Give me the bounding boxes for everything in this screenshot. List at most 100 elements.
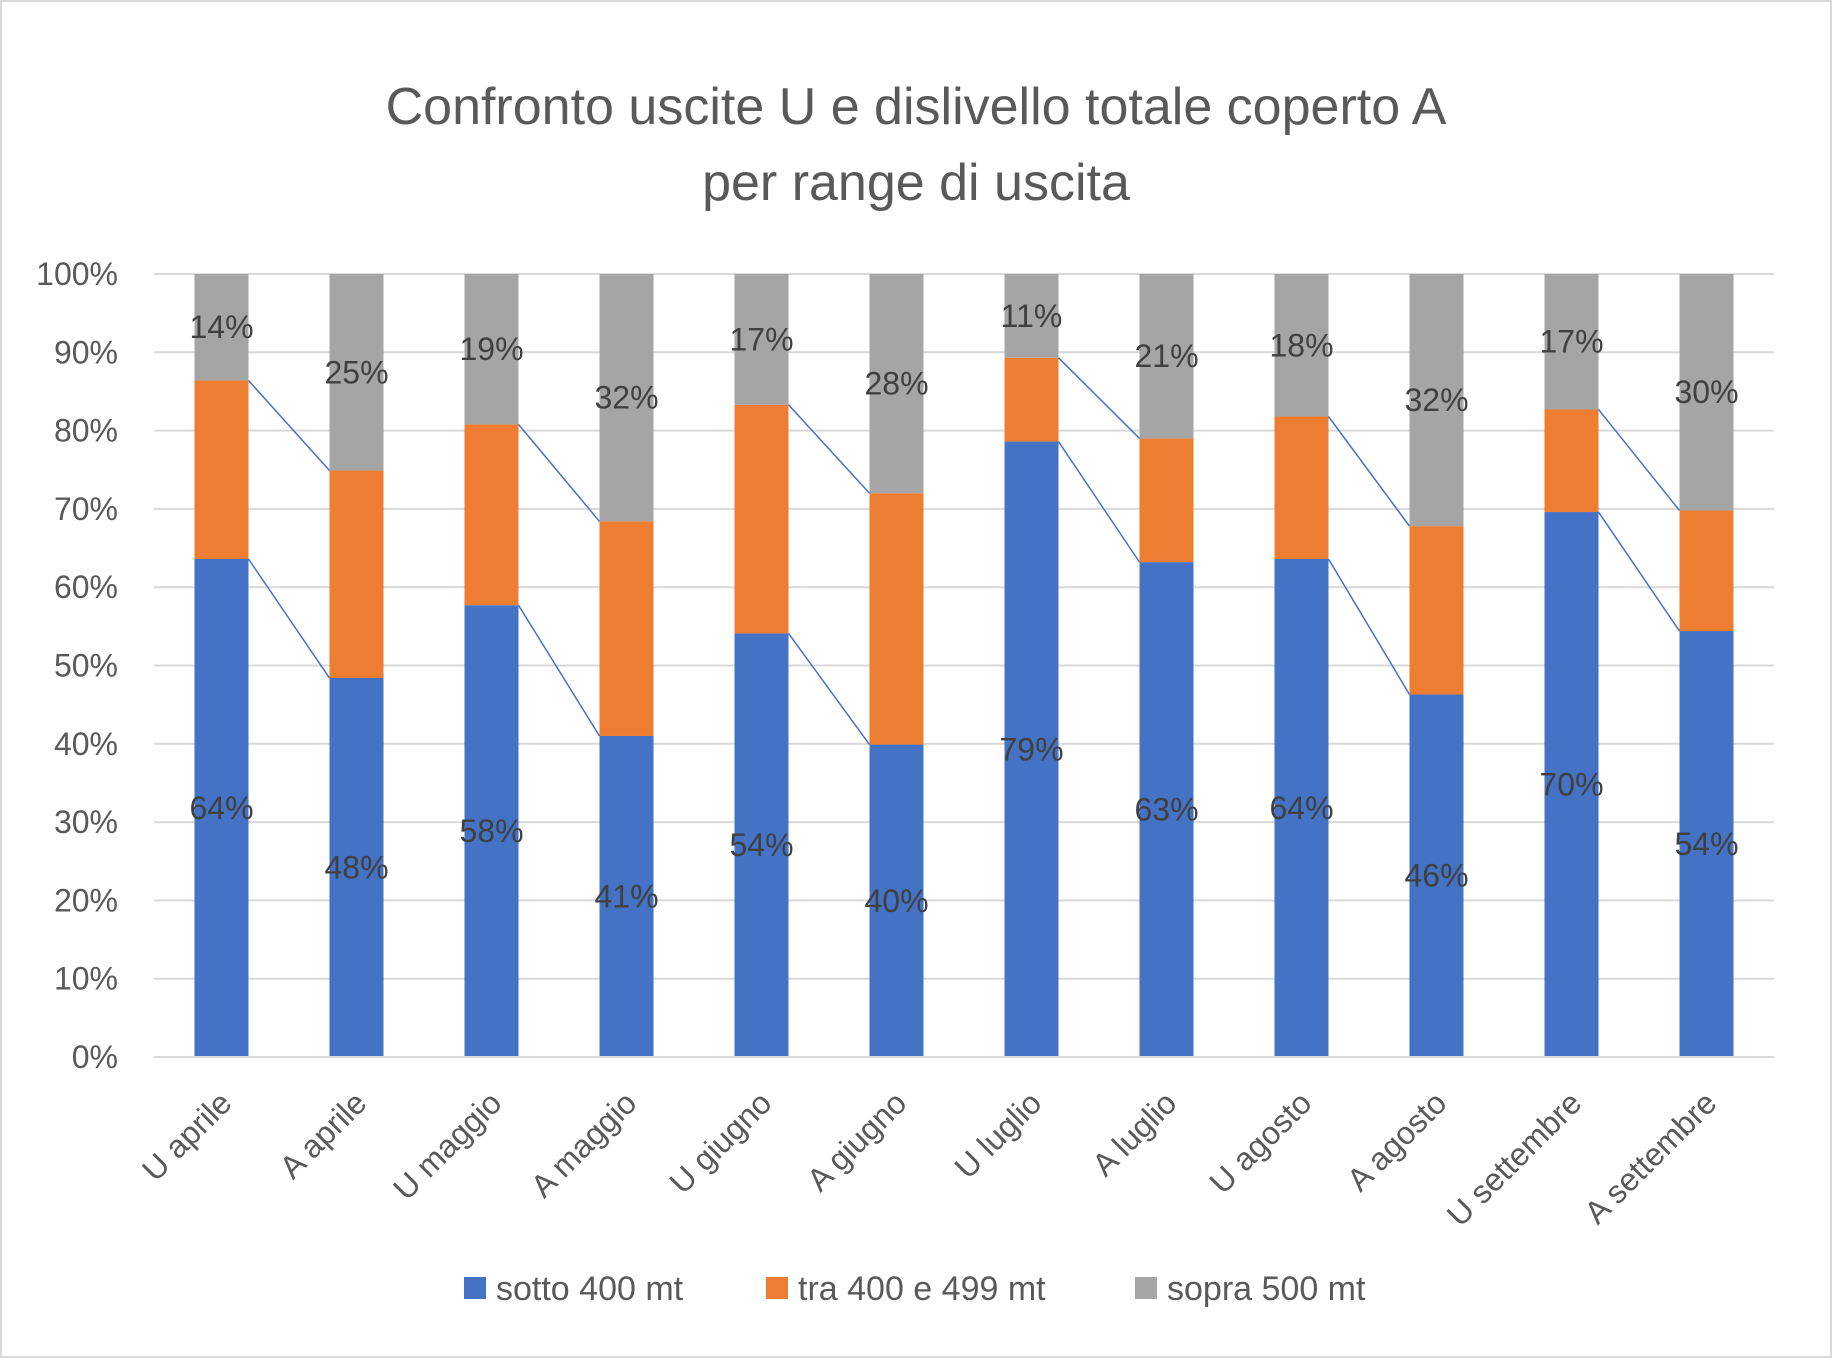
x-tick-label: A agosto: [1340, 1084, 1454, 1198]
y-tick-label: 0%: [72, 1039, 118, 1075]
legend-swatch: [766, 1277, 788, 1299]
bar-segment: [869, 493, 924, 745]
bar-segment: [1409, 526, 1464, 695]
series-line: [517, 604, 601, 737]
series-line: [517, 423, 601, 522]
series-lines: [247, 357, 1681, 746]
legend-swatch: [464, 1277, 486, 1299]
series-line: [247, 379, 331, 472]
bar-segment: [599, 274, 654, 522]
series-line: [1327, 416, 1411, 527]
series-line: [247, 558, 331, 679]
series-line: [1057, 441, 1141, 563]
data-label: 14%: [189, 309, 253, 345]
data-label: 63%: [1134, 792, 1198, 828]
bar-segment: [1004, 274, 1059, 358]
data-label: 54%: [729, 827, 793, 863]
legend-swatch: [1135, 1277, 1157, 1299]
bar-segment: [734, 633, 789, 1057]
bar-segment: [599, 521, 654, 736]
data-label: 17%: [1539, 324, 1603, 360]
chart-title-line-2: per range di uscita: [702, 154, 1130, 212]
bar-segment: [329, 470, 384, 679]
bars: [194, 274, 1734, 1057]
bar-segment: [599, 735, 654, 1057]
y-tick-label: 40%: [54, 726, 118, 762]
data-label: 25%: [324, 354, 388, 390]
bar-segment: [1544, 274, 1599, 410]
data-label: 54%: [1674, 826, 1738, 862]
data-labels: 64% 48% 58% 41% 54% 40% 79% 63% 64% 46% 70% 54% 14% 2…: [189, 298, 1738, 919]
x-tick-label: A maggio: [524, 1084, 644, 1204]
x-tick-label: U aprile: [135, 1084, 238, 1187]
legend-label: sopra 500 mt: [1167, 1270, 1366, 1308]
series-line: [1057, 357, 1141, 439]
y-tick-label: 20%: [54, 882, 118, 918]
bar-segment: [734, 274, 789, 405]
data-label: 79%: [999, 731, 1063, 767]
x-tick-label: A aprile: [273, 1084, 374, 1185]
bar-segment: [1409, 274, 1464, 527]
x-tick-label: A luglio: [1085, 1084, 1183, 1182]
data-label: 28%: [864, 366, 928, 402]
bar-segment: [1679, 510, 1734, 632]
y-tick-label: 90%: [54, 334, 118, 370]
series-line: [1327, 558, 1411, 695]
x-axis: U aprile A aprile U maggio A maggio U giugno…: [135, 1056, 1774, 1233]
series-line: [787, 632, 871, 746]
data-label: 19%: [459, 331, 523, 367]
x-tick-label: U luglio: [948, 1084, 1049, 1185]
y-tick-label: 100%: [36, 256, 118, 292]
series-line: [787, 404, 871, 494]
y-tick-label: 10%: [54, 961, 118, 997]
data-label: 32%: [594, 380, 658, 416]
legend-label: sotto 400 mt: [496, 1270, 684, 1308]
y-tick-label: 60%: [54, 569, 118, 605]
bar-segment: [464, 605, 519, 1057]
bar-segment: [1004, 441, 1059, 1057]
x-tick-label: U giugno: [662, 1084, 778, 1200]
series-line: [1597, 511, 1681, 632]
bar-segment: [1274, 416, 1329, 560]
x-tick-label: A settembre: [1577, 1084, 1723, 1230]
bar-segment: [329, 274, 384, 471]
data-label: 30%: [1674, 374, 1738, 410]
gridlines: [154, 273, 1774, 1058]
x-tick-label: U maggio: [386, 1084, 508, 1206]
data-label: 17%: [729, 321, 793, 357]
y-axis: 0% 10% 20% 30% 40% 50% 60% 70% 80% 90% 100%: [36, 256, 118, 1075]
bar-segment: [1679, 274, 1734, 511]
x-tick-label: A giugno: [800, 1084, 914, 1198]
bar-segment: [1544, 409, 1599, 513]
chart-title-line-1: Confronto uscite U e dislivello totale c…: [386, 78, 1447, 136]
x-tick-label: U agosto: [1202, 1084, 1318, 1200]
bar-segment: [1409, 694, 1464, 1057]
bar-segment: [1274, 559, 1329, 1057]
y-tick-label: 50%: [54, 648, 118, 684]
bar-segment: [329, 678, 384, 1057]
data-label: 70%: [1539, 767, 1603, 803]
data-label: 58%: [459, 813, 523, 849]
bar-segment: [734, 404, 789, 634]
bar-segment: [1139, 274, 1194, 439]
data-label: 64%: [1269, 790, 1333, 826]
bar-segment: [1139, 438, 1194, 563]
data-label: 18%: [1269, 327, 1333, 363]
series-line: [1597, 408, 1681, 511]
bar-segment: [1679, 631, 1734, 1057]
bar-segment: [1544, 512, 1599, 1057]
data-label: 21%: [1134, 338, 1198, 374]
data-label: 64%: [189, 790, 253, 826]
bar-segment: [1004, 357, 1059, 442]
legend-label: tra 400 e 499 mt: [798, 1270, 1046, 1308]
bar-segment: [1139, 562, 1194, 1057]
data-label: 41%: [594, 878, 658, 914]
bar-segment: [869, 274, 924, 494]
data-label: 11%: [1001, 298, 1063, 334]
x-tick-label: U settembre: [1440, 1084, 1589, 1233]
bar-segment: [464, 424, 519, 606]
bar-segment: [194, 380, 249, 560]
legend: sotto 400 mt tra 400 e 499 mt sopra 500 mt: [464, 1270, 1366, 1308]
